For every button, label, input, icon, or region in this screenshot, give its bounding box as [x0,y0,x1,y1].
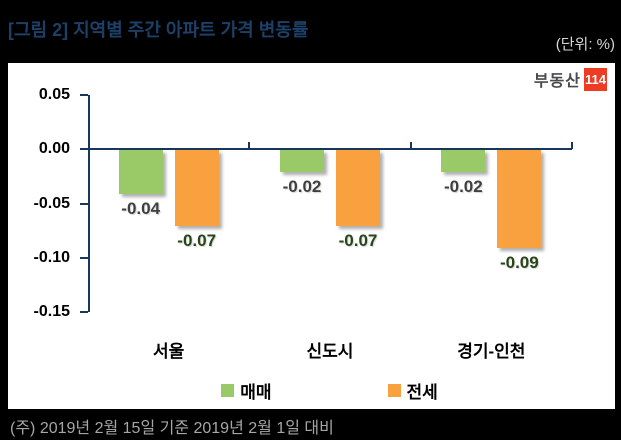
y-axis-tick [80,256,88,259]
bar-전세-신도시 [336,150,380,227]
bar-전세-서울 [174,150,219,227]
y-tick-label: 0.00 [38,140,70,158]
chart-legend: 매매 전세 [8,378,615,403]
bar-매매-신도시 [280,150,324,172]
category-boundary-tick [571,142,573,150]
y-axis-line [88,95,90,312]
y-tick-label: 0.05 [38,86,70,103]
y-axis-tick [80,148,88,151]
bar-value-label: -0.02 [443,176,483,196]
x-axis-zero-line [88,148,572,151]
footer-note: (주) 2019년 2월 15일 기준 2019년 2월 1일 대비 [10,420,334,437]
legend-item-매매: 매매 [221,378,272,403]
legend-swatch-icon [387,384,401,397]
y-tick-label: -0.15 [33,303,70,320]
category-boundary-tick [409,142,412,150]
category-label-경기-인천: 경기-인천 [457,342,526,361]
y-axis-tick [80,202,88,205]
bar-value-label: -0.07 [338,231,378,251]
logo-text: 부동산 [533,73,581,90]
bar-value-label: -0.04 [121,198,161,218]
bar-매매-경기-인천 [441,150,486,172]
bar-매매-서울 [118,150,163,194]
category-label-신도시: 신도시 [306,342,354,361]
unit-label: (단위: %) [555,36,615,53]
legend-item-전세: 전세 [387,378,438,403]
y-axis-tick [80,94,88,96]
legend-label: 매매 [240,383,272,402]
plot-area: 0.05 0.00 -0.05 -0.10 -0.15 -0.04 -0.02 -0.02 -0… [8,63,615,409]
category-boundary-tick [248,142,251,150]
y-tick-label: -0.05 [33,194,70,212]
chart-title: [그림 2] 지역별 주간 아파트 가격 변동률 [8,20,309,40]
logo-badge: 114 [584,67,607,91]
legend-label: 전세 [406,383,438,402]
budongsan114-logo: 부동산 114 [534,67,607,91]
chart-panel: 부동산 114 0.05 0.00 -0.05 -0.10 -0.15 -0.04 -0.0… [8,63,615,409]
category-label-서울: 서울 [153,342,185,361]
bar-value-label: -0.02 [282,176,322,196]
bar-전세-경기-인천 [497,150,542,248]
legend-swatch-icon [221,384,235,397]
bar-value-label: -0.09 [499,252,539,272]
y-tick-label: -0.10 [33,248,70,266]
bar-value-label: -0.07 [177,231,217,251]
y-axis-tick [80,311,88,313]
